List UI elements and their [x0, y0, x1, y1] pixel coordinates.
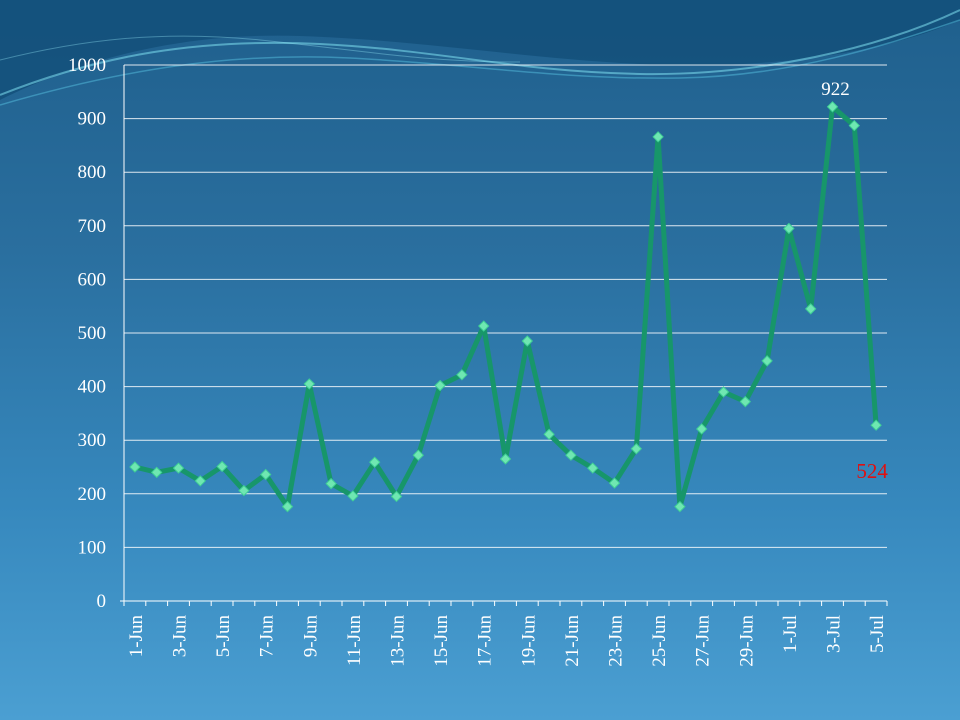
- x-tick-label: 5-Jun: [213, 615, 234, 658]
- decorative-waves: [0, 0, 960, 106]
- y-tick-label: 700: [78, 216, 107, 237]
- x-tick-label: 27-Jun: [693, 615, 714, 667]
- x-tick-label: 25-Jun: [649, 615, 670, 667]
- data-point-marker: [630, 443, 643, 455]
- data-point-marker: [150, 466, 163, 479]
- data-point-marker: [412, 449, 425, 461]
- data-point-marker: [870, 419, 882, 431]
- x-tick-label: 1-Jul: [780, 615, 801, 653]
- x-tick-label: 5-Jul: [867, 615, 888, 653]
- data-point-marker: [172, 462, 185, 474]
- data-point-marker: [281, 500, 294, 513]
- x-tick-label: 29-Jun: [736, 615, 757, 667]
- x-tick-label: 21-Jun: [562, 615, 583, 667]
- x-tick-label: 11-Jun: [344, 615, 365, 667]
- y-tick-label: 800: [78, 162, 107, 183]
- data-point-marker: [586, 462, 599, 474]
- x-axis-tick-labels: 1-Jun 3-Jun 5-Jun 7-Jun 9-Jun 11-Jun 13-Jun 15-…: [126, 615, 888, 667]
- highlight-value-label: 524: [856, 459, 888, 483]
- data-point-marker: [674, 500, 686, 513]
- y-tick-label: 100: [78, 537, 107, 558]
- y-tick-label: 200: [78, 484, 107, 505]
- data-point-marker: [303, 378, 316, 390]
- data-point-marker: [129, 461, 141, 473]
- peak-value-label: 922: [821, 79, 850, 100]
- data-point-marker: [434, 379, 446, 392]
- y-tick-label: 0: [97, 591, 107, 612]
- axes: [120, 65, 888, 606]
- data-point-marker: [761, 355, 773, 367]
- data-point-marker: [216, 460, 228, 473]
- y-tick-label: 600: [78, 269, 107, 290]
- x-tick-label: 15-Jun: [431, 615, 452, 667]
- data-point-marker: [521, 335, 534, 347]
- data-point-marker: [543, 428, 555, 441]
- x-tick-label: 17-Jun: [475, 615, 496, 667]
- y-tick-label: 400: [78, 377, 107, 398]
- x-tick-label: 23-Jun: [606, 615, 627, 667]
- annotations: 922 524: [821, 79, 888, 483]
- x-tick-label: 3-Jun: [170, 615, 191, 658]
- series-line: [132, 104, 879, 510]
- data-point-marker: [717, 386, 730, 398]
- y-axis-tick-labels: 0 100 200 300 400 500 600 700 800 900 1000: [68, 55, 106, 612]
- data-point-marker: [695, 423, 708, 435]
- gridlines: [124, 64, 887, 548]
- data-point-marker: [259, 468, 272, 481]
- x-tick-label: 3-Jul: [824, 615, 845, 653]
- data-point-marker: [804, 303, 817, 315]
- data-point-marker: [826, 101, 839, 113]
- data-point-marker: [783, 222, 795, 235]
- data-point-marker: [347, 490, 359, 502]
- data-point-marker: [325, 477, 337, 490]
- y-tick-label: 1000: [68, 55, 106, 76]
- data-point-marker: [565, 449, 577, 461]
- data-point-marker: [499, 453, 512, 465]
- data-point-marker: [652, 131, 664, 143]
- series-polyline: [132, 104, 879, 510]
- x-tick-label: 1-Jun: [126, 615, 147, 658]
- x-tick-label: 9-Jun: [300, 615, 321, 658]
- data-point-marker: [368, 456, 381, 468]
- x-tick-label: 13-Jun: [388, 615, 409, 667]
- data-point-marker: [608, 477, 621, 489]
- series-markers: [129, 101, 882, 513]
- x-tick-label: 19-Jun: [518, 615, 539, 667]
- data-point-marker: [848, 119, 861, 132]
- data-point-marker: [238, 484, 250, 497]
- x-tick-label: 7-Jun: [257, 615, 278, 658]
- y-tick-label: 500: [78, 323, 107, 344]
- y-tick-label: 900: [78, 109, 107, 130]
- data-point-marker: [194, 475, 207, 487]
- data-point-marker: [390, 490, 403, 503]
- data-point-marker: [477, 320, 490, 332]
- data-point-marker: [456, 369, 468, 381]
- y-tick-label: 300: [78, 430, 107, 451]
- data-point-marker: [739, 395, 752, 408]
